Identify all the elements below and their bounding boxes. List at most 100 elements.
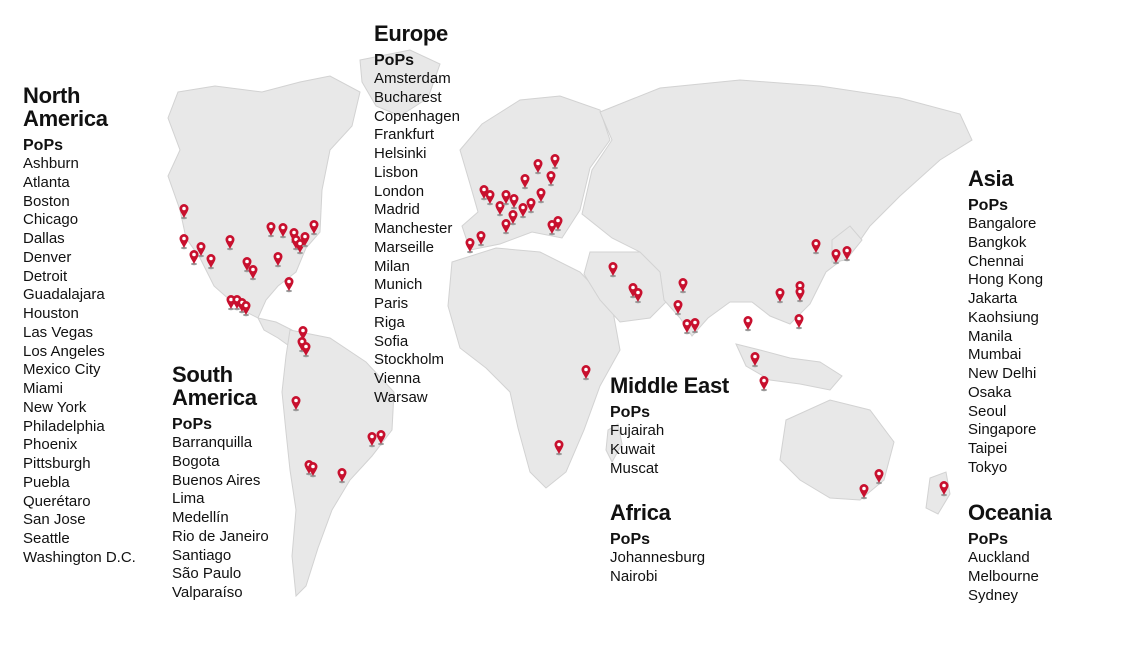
pop-pin-icon <box>367 432 377 448</box>
pops-heading: PoPs <box>610 531 651 548</box>
city-item: Madrid <box>374 201 420 219</box>
pop-pin-icon <box>682 319 692 335</box>
pop-pin-icon <box>179 204 189 220</box>
city-item: San Jose <box>23 511 86 529</box>
region-south-america: South America PoPs Barranquilla Bogota Buen… <box>172 363 269 603</box>
city-item: New York <box>23 398 87 416</box>
city-item: Singapore <box>968 421 1037 439</box>
pop-pin-icon <box>301 342 311 358</box>
city-item: Guadalajara <box>23 286 105 304</box>
pop-pin-icon <box>518 203 528 219</box>
city-item: Muscat <box>610 459 659 477</box>
city-item: Osaka <box>968 383 1012 401</box>
pop-pin-icon <box>297 337 307 353</box>
pop-pin-icon <box>526 198 536 214</box>
city-item: Bangalore <box>968 215 1037 232</box>
pop-pin-icon <box>874 469 884 485</box>
pop-pin-icon <box>196 242 206 258</box>
city-item: Barranquilla <box>172 434 253 451</box>
city-item: Rio de Janeiro <box>172 527 269 545</box>
region-title: Oceania <box>968 500 1052 525</box>
city-item: São Paulo <box>172 565 242 583</box>
city-item: Chennai <box>968 252 1024 270</box>
region-north-america: North America PoPs Ashburn Atlanta Boston Ch… <box>23 84 136 568</box>
city-item: Detroit <box>23 267 68 285</box>
landmass-africa <box>447 247 621 489</box>
pop-pin-icon <box>581 365 591 381</box>
region-oceania: Oceania PoPs Auckland Melbourne Sydney <box>968 501 1052 605</box>
city-item: Kaohsiung <box>968 308 1039 326</box>
pop-pin-icon <box>608 262 618 278</box>
city-item: Hong Kong <box>968 271 1044 289</box>
pop-pin-icon <box>300 232 310 248</box>
pop-pin-icon <box>795 287 805 303</box>
city-item: Tokyo <box>968 458 1008 476</box>
region-title: Africa <box>610 500 671 525</box>
pop-pin-icon <box>628 283 638 299</box>
city-list: Barranquilla Bogota Buenos Aires Lima Medell… <box>172 434 269 603</box>
city-list: Auckland Melbourne Sydney <box>968 549 1052 605</box>
city-item: Bangkok <box>968 233 1027 251</box>
continents <box>167 49 973 598</box>
city-list: Bangalore Bangkok Chennai Hong Kong Jakarta K… <box>968 215 1043 478</box>
city-item: Bogota <box>172 452 220 470</box>
pop-pin-icon <box>232 295 242 311</box>
pop-pin-icon <box>278 223 288 239</box>
pop-pin-icon <box>189 250 199 266</box>
city-item: Valparaíso <box>172 584 243 601</box>
city-item: New Delhi <box>968 365 1037 382</box>
city-list: Johannesburg Nairobi <box>610 549 705 587</box>
region-africa: Africa PoPs Johannesburg Nairobi <box>610 501 705 587</box>
pop-pin-icon <box>750 352 760 368</box>
pops-heading: PoPs <box>23 137 64 154</box>
city-item: Marseille <box>374 238 435 256</box>
city-item: Melbourne <box>968 567 1039 585</box>
city-item: Sofia <box>374 332 409 350</box>
pop-pin-icon <box>811 239 821 255</box>
pop-pin-icon <box>743 316 753 332</box>
city-item: Atlanta <box>23 173 70 191</box>
city-item: Las Vegas <box>23 323 94 341</box>
pop-pin-icon <box>309 220 319 236</box>
pop-pin-icon <box>508 210 518 226</box>
region-title: North America <box>23 83 108 131</box>
city-item: Stockholm <box>374 351 445 369</box>
pop-pin-icon <box>337 468 347 484</box>
city-item: Buenos Aires <box>172 471 261 489</box>
landmass-australia <box>779 399 895 501</box>
pop-pin-icon <box>465 238 475 254</box>
city-item: Manchester <box>374 220 453 237</box>
pop-pin-icon <box>179 234 189 250</box>
region-title: Middle East <box>610 373 729 398</box>
pop-pin-icon <box>308 462 318 478</box>
city-item: Copenhagen <box>374 107 460 125</box>
landmass-south-america <box>281 329 395 598</box>
pop-pin-icon <box>485 190 495 206</box>
pop-pin-icon <box>225 235 235 251</box>
city-item: Los Angeles <box>23 342 105 360</box>
pop-pin-icon <box>295 239 305 255</box>
pop-pin-icon <box>673 300 683 316</box>
region-title: Europe <box>374 21 448 46</box>
pop-pin-icon <box>547 220 557 236</box>
region-asia: Asia PoPs Bangalore Bangkok Chennai Hong Ko… <box>968 167 1043 478</box>
landmass-greenland <box>359 49 441 117</box>
pop-pin-icon <box>775 288 785 304</box>
pop-pin-icon <box>266 222 276 238</box>
pop-pin-icon <box>831 249 841 265</box>
city-item: Phoenix <box>23 436 78 454</box>
city-item: Denver <box>23 248 72 266</box>
pop-pin-icon <box>291 396 301 412</box>
pop-pin-icon <box>241 301 251 317</box>
city-item: Mexico City <box>23 361 101 379</box>
city-item: Paris <box>374 295 409 312</box>
pops-heading: PoPs <box>968 197 1009 214</box>
pops-heading: PoPs <box>968 531 1009 548</box>
city-item: Mumbai <box>968 346 1022 364</box>
city-list: Amsterdam Bucharest Copenhagen Frankfurt Hel… <box>374 70 460 408</box>
landmass-madagascar <box>605 423 623 464</box>
city-item: Houston <box>23 305 79 322</box>
pop-pin-icon <box>533 159 543 175</box>
city-item: Seattle <box>23 530 70 547</box>
landmass-asia <box>581 79 973 337</box>
